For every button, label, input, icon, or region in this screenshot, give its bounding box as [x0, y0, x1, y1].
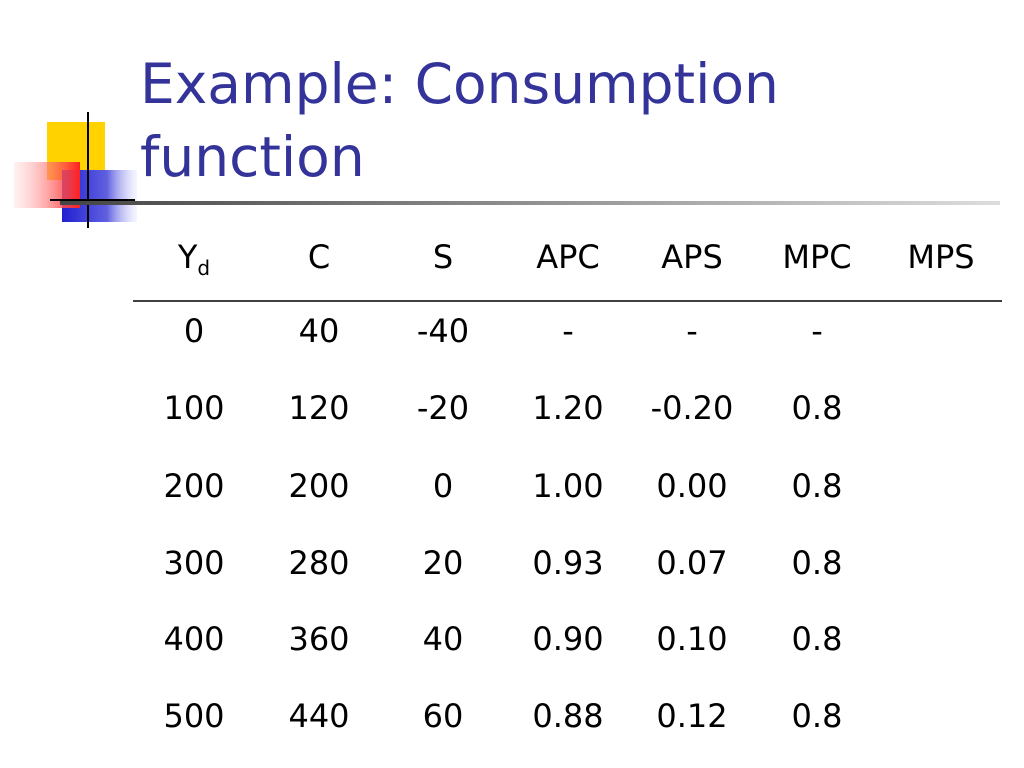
table-cell: -20	[417, 389, 469, 427]
table-cell: 40	[299, 312, 340, 350]
table-cell: -	[686, 312, 698, 350]
table: Yd C S APC APS MPC MPS 0 40 -40 - - - 100 120 -20 1.20 -0…	[163, 238, 974, 735]
table-cell: 0.8	[792, 467, 843, 505]
header-sub: d	[197, 256, 210, 280]
decoration	[14, 112, 137, 228]
table-cell: 0.88	[532, 697, 603, 735]
title-rule	[60, 201, 1000, 205]
table-cell: 360	[288, 620, 349, 658]
title-line: Example: Consumption	[140, 52, 779, 116]
table-cell: 0.10	[656, 620, 727, 658]
table-cell: 60	[423, 697, 464, 735]
table-cell: 0.8	[792, 697, 843, 735]
table-cell: 280	[288, 544, 349, 582]
table-cell: -	[811, 312, 823, 350]
table-cell: 0.00	[656, 467, 727, 505]
table-cell: -0.20	[651, 389, 734, 427]
header-cell: APS	[661, 238, 723, 276]
table-cell: 1.20	[532, 389, 603, 427]
header-main: Y	[177, 238, 198, 276]
table-cell: 120	[288, 389, 349, 427]
table-cell: 300	[163, 544, 224, 582]
table-cell: 20	[423, 544, 464, 582]
header-cell: MPC	[782, 238, 851, 276]
table-cell: 200	[163, 467, 224, 505]
table-cell: 0.90	[532, 620, 603, 658]
header-cell: APC	[536, 238, 600, 276]
table-cell: 0.8	[792, 389, 843, 427]
table-cell: 100	[163, 389, 224, 427]
table-cell: 0.8	[792, 620, 843, 658]
table-cell: 0.12	[656, 697, 727, 735]
table-cell: 40	[423, 620, 464, 658]
table-cell: 400	[163, 620, 224, 658]
title: Example: Consumption function	[140, 52, 796, 189]
table-cell: 1.00	[532, 467, 603, 505]
header-cell: MPS	[907, 238, 974, 276]
table-cell: -	[562, 312, 574, 350]
table-cell: 440	[288, 697, 349, 735]
header-cell: S	[433, 238, 453, 276]
header-cell: Yd	[177, 238, 210, 280]
header-cell: C	[308, 238, 330, 276]
table-cell: 0	[184, 312, 204, 350]
table-cell: 0.07	[656, 544, 727, 582]
table-cell: 0.93	[532, 544, 603, 582]
title-line: function	[140, 125, 365, 189]
table-cell: 500	[163, 697, 224, 735]
table-cell: 200	[288, 467, 349, 505]
table-cell: -40	[417, 312, 469, 350]
table-cell: 0	[433, 467, 453, 505]
table-cell: 0.8	[792, 544, 843, 582]
